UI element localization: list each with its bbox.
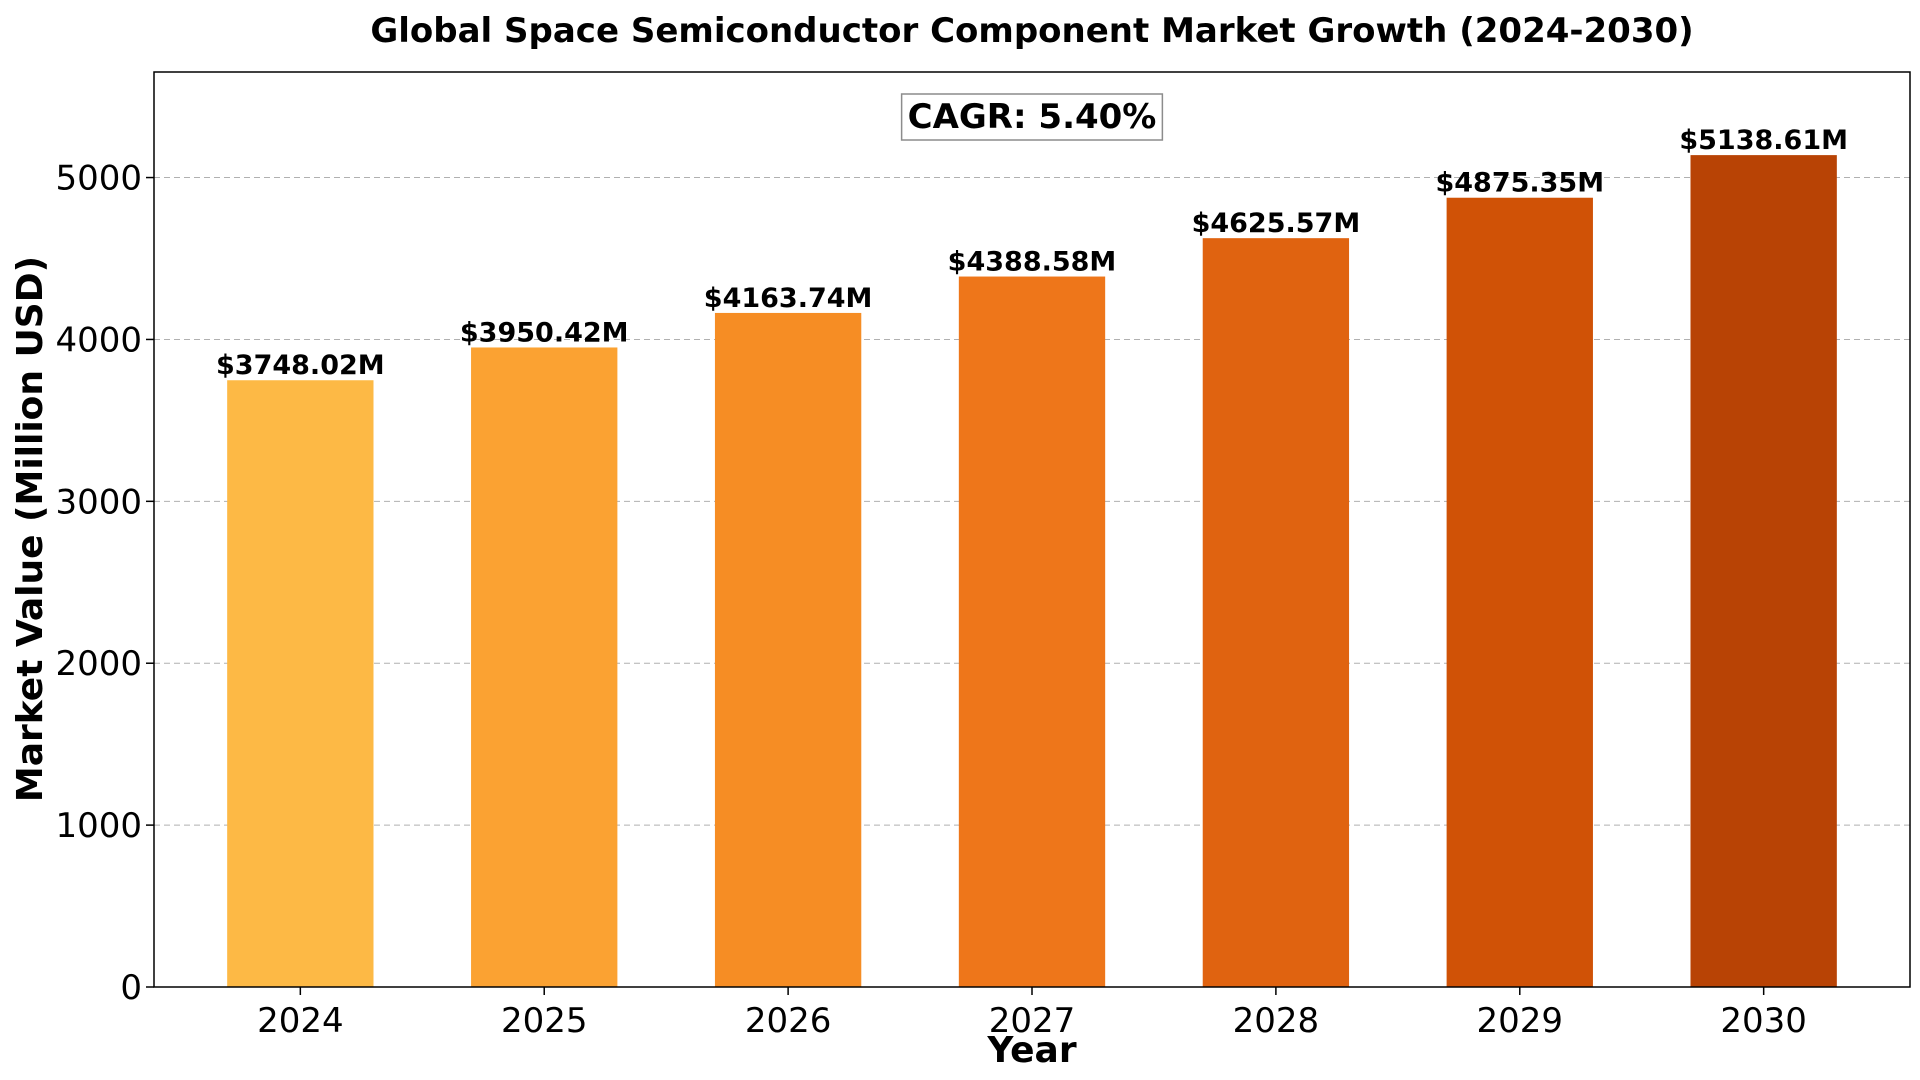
y-tick-label: 5000 [55,159,142,199]
y-tick-label: 0 [120,968,142,1008]
bar-value-label: $4388.58M [948,247,1117,278]
bar-value-labels: $3748.02M $3950.42M $4163.74M $4388.58M $462… [216,125,1848,381]
y-tick-label: 1000 [55,806,142,846]
bar-2030 [1690,155,1837,988]
x-tick-label: 2029 [1477,1001,1564,1041]
bar-value-label: $3950.42M [460,317,629,348]
bar-2029 [1446,197,1593,987]
y-tick-label: 4000 [55,320,142,360]
grid-lines [154,177,1910,826]
x-axis-label: Year [986,1030,1076,1071]
bar-2028 [1202,238,1350,987]
bar-2025 [471,347,618,987]
bar-2024 [227,380,374,987]
bar-value-label: $5138.61M [1679,125,1848,156]
y-tick-label: 2000 [55,644,142,684]
x-tick-label: 2024 [257,1001,344,1041]
x-tick-label: 2027 [989,1001,1076,1041]
cagr-text: CAGR: 5.40% [908,97,1157,137]
y-axis-ticks: 0 1000 2000 3000 4000 5000 [55,159,154,1008]
x-tick-label: 2030 [1720,1001,1807,1041]
x-axis-ticks: 2024 2025 2026 2027 2028 2029 2030 [257,987,1807,1041]
x-tick-label: 2028 [1233,1001,1320,1041]
chart-title: Global Space Semiconductor Component Mar… [370,11,1693,51]
y-axis-label: Market Value (Million USD) [10,256,51,802]
y-tick-label: 3000 [55,482,142,522]
bar-2027 [958,276,1106,987]
cagr-annotation: CAGR: 5.40% [900,93,1164,141]
bar-value-label: $3748.02M [216,350,385,381]
x-tick-label: 2025 [501,1001,588,1041]
x-tick-label: 2026 [745,1001,832,1041]
bar-value-label: $4625.57M [1192,208,1361,239]
bar-value-label: $4163.74M [704,283,873,314]
cagr-box [900,93,1164,141]
bar-2026 [714,312,862,987]
bar-value-label: $4875.35M [1435,168,1604,199]
bars [227,155,1837,988]
